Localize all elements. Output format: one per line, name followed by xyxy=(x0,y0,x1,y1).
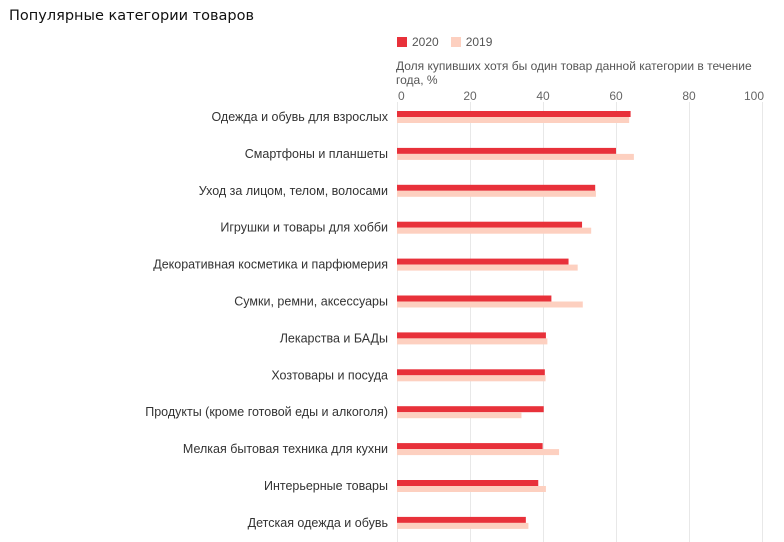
legend-item-2020[interactable]: 2020 xyxy=(397,35,439,49)
axis-title: Доля купивших хотя бы один товар данной … xyxy=(396,59,752,87)
bar-2020-3[interactable] xyxy=(397,221,583,228)
bar-2020-0[interactable] xyxy=(397,111,631,117)
bar-2020-4[interactable] xyxy=(397,258,569,265)
legend-swatch-2020 xyxy=(397,37,407,47)
category-label-9: Мелкая бытовая техника для кухни xyxy=(183,442,388,456)
bar-2020-6[interactable] xyxy=(397,332,546,339)
bar-2019-0[interactable] xyxy=(397,117,630,123)
x-axis-ticks: 0 20 40 60 80 100 xyxy=(398,89,764,103)
category-label-5: Сумки, ремни, аксессуары xyxy=(234,295,388,309)
tick-label-80: 80 xyxy=(682,89,696,103)
category-label-1: Смартфоны и планшеты xyxy=(245,147,388,161)
tick-label-60: 60 xyxy=(609,89,623,103)
bar-2020-2[interactable] xyxy=(397,184,596,191)
category-label-6: Лекарства и БАДы xyxy=(280,331,388,345)
bar-2019-6[interactable] xyxy=(397,338,548,345)
bar-2019-11[interactable] xyxy=(397,522,529,529)
category-labels: Одежда и обувь для взрослых Смартфоны и п… xyxy=(145,110,389,530)
category-label-10: Интерьерные товары xyxy=(264,479,388,493)
tick-label-100: 100 xyxy=(744,89,764,103)
legend-item-2019[interactable]: 2019 xyxy=(450,35,493,49)
category-label-11: Детская одежда и обувь xyxy=(248,516,388,530)
bar-2020-1[interactable] xyxy=(397,147,616,154)
bar-2019-10[interactable] xyxy=(397,486,546,492)
bar-2020-8[interactable] xyxy=(397,406,544,413)
tick-label-0: 0 xyxy=(398,89,405,103)
bar-2020-10[interactable] xyxy=(397,480,539,486)
category-label-2: Уход за лицом, телом, волосами xyxy=(199,184,388,198)
legend-label-2020: 2020 xyxy=(412,35,439,49)
bar-2020-5[interactable] xyxy=(397,295,552,302)
category-label-0: Одежда и обувь для взрослых xyxy=(211,110,388,124)
bars xyxy=(397,111,634,529)
chart-title: Популярные категории товаров xyxy=(9,8,255,24)
tick-label-20: 20 xyxy=(463,89,477,103)
bar-2019-1[interactable] xyxy=(397,153,634,160)
bar-2020-7[interactable] xyxy=(397,369,545,376)
gridlines xyxy=(397,102,763,542)
bar-2019-4[interactable] xyxy=(397,264,578,271)
bar-2020-9[interactable] xyxy=(397,443,543,450)
bar-2019-8[interactable] xyxy=(397,412,522,419)
legend: 2020 2019 xyxy=(397,35,504,49)
category-label-3: Игрушки и товары для хобби xyxy=(220,221,388,235)
category-label-4: Декоративная косметика и парфюмерия xyxy=(153,258,388,272)
bar-2019-9[interactable] xyxy=(397,449,560,456)
bar-2019-5[interactable] xyxy=(397,301,583,308)
legend-label-2019: 2019 xyxy=(465,35,493,49)
category-label-7: Хозтовары и посуда xyxy=(271,368,388,382)
bar-2019-7[interactable] xyxy=(397,375,546,382)
bar-2019-2[interactable] xyxy=(397,190,596,197)
bar-2019-3[interactable] xyxy=(397,227,592,234)
bar-2020-11[interactable] xyxy=(397,516,526,523)
category-label-8: Продукты (кроме готовой еды и алкоголя) xyxy=(145,405,388,419)
tick-label-40: 40 xyxy=(536,89,550,103)
legend-swatch-2019 xyxy=(450,37,461,47)
